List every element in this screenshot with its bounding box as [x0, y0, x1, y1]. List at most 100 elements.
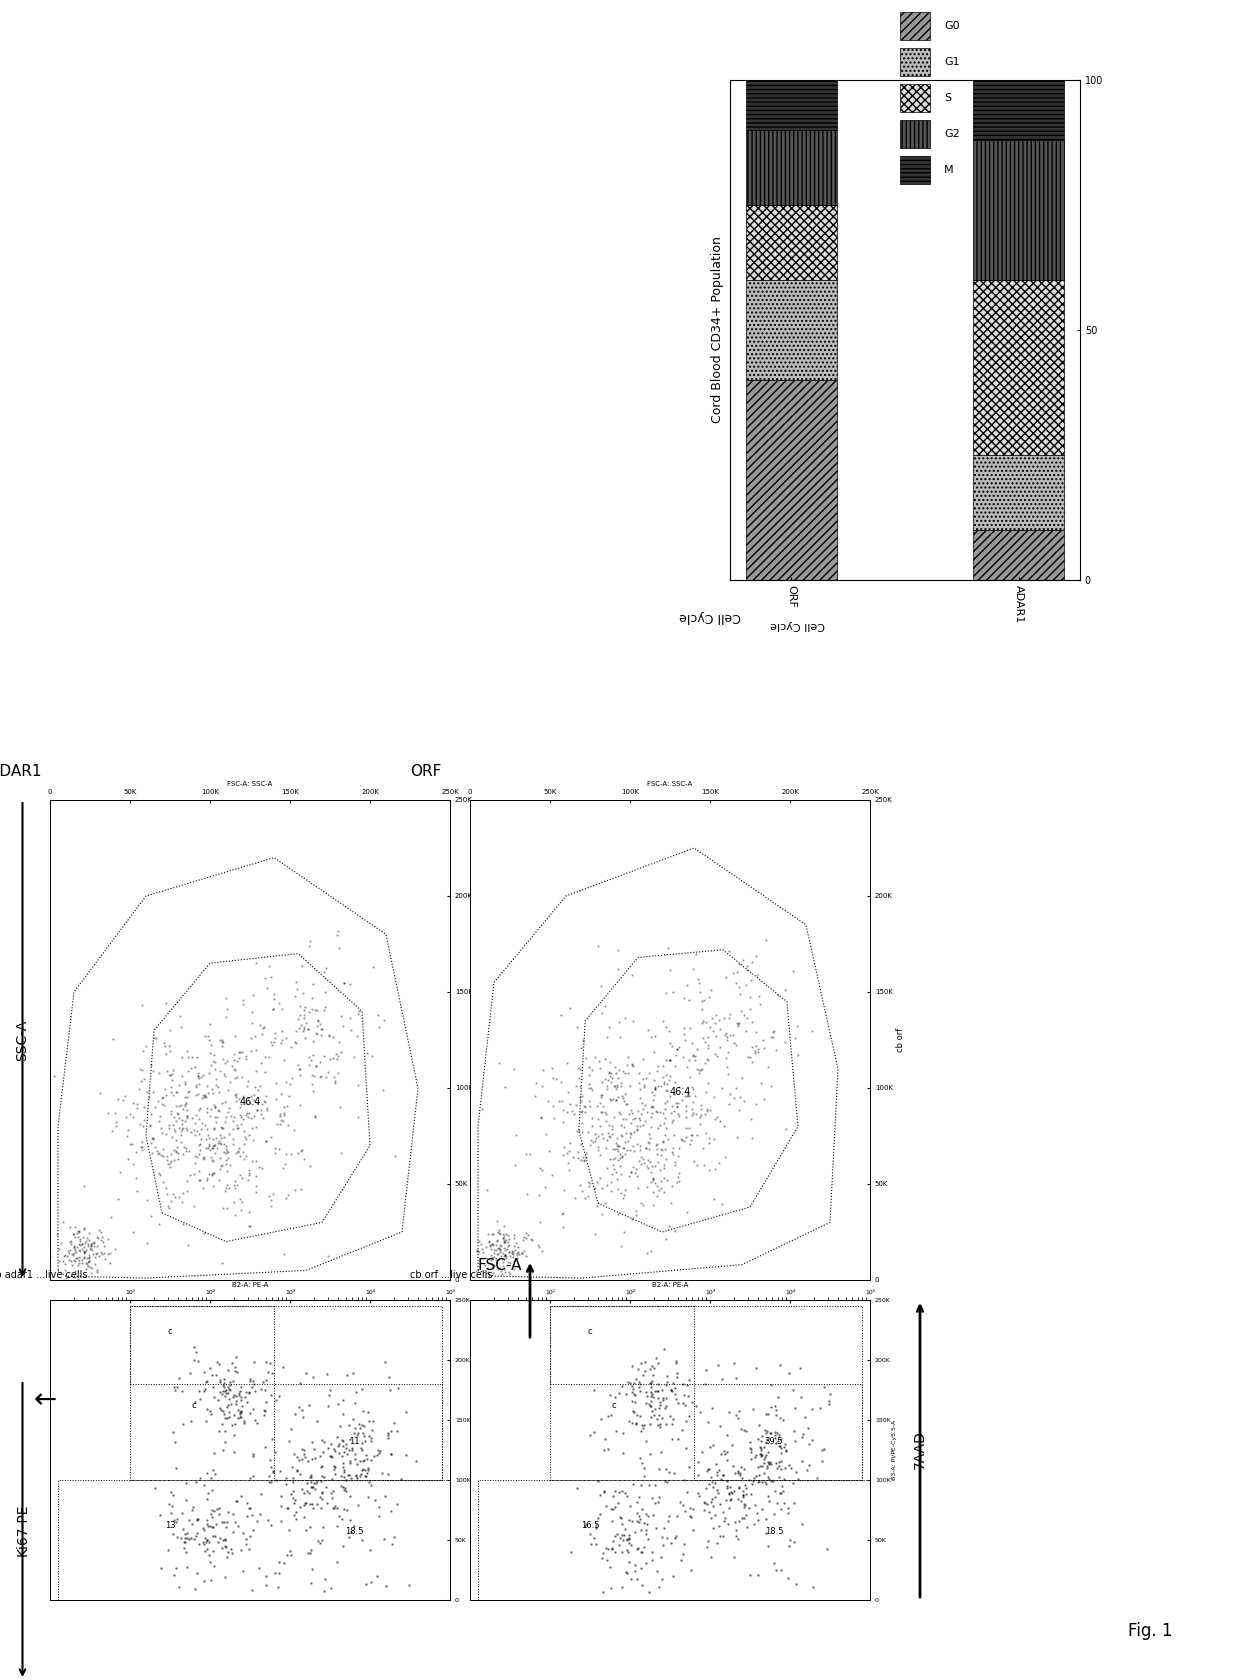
Point — [187, 1117, 207, 1144]
Point — [665, 1152, 684, 1179]
Point — [745, 1492, 765, 1519]
Point — [656, 1455, 676, 1482]
Point — [69, 1218, 89, 1245]
Point — [211, 1124, 231, 1151]
Point — [378, 1425, 398, 1452]
Point — [668, 1033, 688, 1060]
Point — [190, 1168, 210, 1194]
Point — [639, 1525, 658, 1552]
Point — [596, 1536, 616, 1562]
Point — [222, 1539, 242, 1566]
Point — [792, 1448, 812, 1475]
Point — [149, 1107, 169, 1134]
Point — [76, 1238, 95, 1265]
Point — [619, 1100, 639, 1127]
Point — [288, 1052, 308, 1079]
Point — [301, 1047, 321, 1074]
Point — [718, 1473, 738, 1500]
Point — [701, 976, 720, 1003]
Point — [665, 1068, 684, 1095]
Point — [339, 1411, 358, 1438]
Point — [327, 1494, 347, 1520]
Point — [635, 1349, 655, 1376]
Point — [644, 1164, 663, 1191]
Point — [563, 1144, 583, 1171]
Point — [343, 1359, 363, 1386]
Point — [662, 978, 682, 1005]
Bar — [746, 281, 837, 380]
Point — [160, 1037, 180, 1063]
Text: FSC-A: FSC-A — [477, 1258, 522, 1272]
Point — [150, 1502, 170, 1529]
Point — [233, 986, 253, 1013]
Point — [603, 1112, 622, 1139]
Point — [217, 1137, 237, 1164]
Point — [758, 1483, 777, 1510]
Point — [295, 1488, 315, 1515]
Point — [198, 1023, 218, 1050]
Point — [697, 1475, 717, 1502]
Point — [481, 1242, 501, 1268]
Point — [188, 1070, 208, 1097]
Point — [334, 1401, 353, 1428]
Point — [87, 1240, 107, 1267]
Point — [193, 1472, 213, 1499]
Point — [329, 1440, 348, 1467]
Point — [606, 1124, 626, 1151]
Point — [496, 1245, 516, 1272]
Point — [330, 1430, 350, 1457]
Point — [221, 1369, 241, 1396]
Point — [124, 1218, 144, 1245]
Point — [270, 1457, 290, 1483]
Point — [489, 1242, 508, 1268]
Point — [299, 998, 319, 1025]
Point — [290, 1001, 310, 1028]
Point — [489, 1247, 508, 1273]
Point — [751, 1441, 771, 1468]
Point — [492, 1245, 512, 1272]
Point — [539, 1137, 559, 1164]
Point — [250, 1011, 270, 1038]
Point — [492, 1267, 512, 1294]
Point — [215, 1369, 234, 1396]
Point — [82, 1231, 102, 1258]
Point — [215, 1131, 234, 1158]
Point — [301, 1569, 321, 1596]
Point — [237, 1502, 257, 1529]
Point — [58, 1247, 78, 1273]
Point — [200, 1549, 219, 1576]
Point — [104, 1099, 124, 1126]
Point — [212, 1534, 232, 1561]
Point — [584, 1524, 604, 1551]
Point — [613, 1373, 632, 1399]
Point — [641, 1023, 661, 1050]
Point — [749, 983, 769, 1010]
Point — [211, 1366, 231, 1393]
Point — [665, 1122, 684, 1149]
Point — [699, 1158, 719, 1184]
Point — [593, 1124, 613, 1151]
Point — [64, 1240, 84, 1267]
Point — [334, 1453, 353, 1480]
Point — [656, 1013, 676, 1040]
Point — [657, 1468, 677, 1495]
Point — [165, 1378, 185, 1404]
Point — [749, 1411, 769, 1438]
Point — [346, 1462, 366, 1488]
Point — [632, 1450, 652, 1477]
Point — [520, 1141, 539, 1168]
Point — [64, 1215, 84, 1242]
Point — [792, 1423, 812, 1450]
Point — [327, 1433, 347, 1460]
Point — [250, 1100, 270, 1127]
Point — [115, 1082, 135, 1109]
Point — [766, 1401, 786, 1428]
Point — [494, 1240, 513, 1267]
Point — [236, 1525, 255, 1552]
Point — [81, 1233, 100, 1260]
Point — [223, 1368, 243, 1394]
Point — [616, 1090, 636, 1117]
Point — [663, 1107, 683, 1134]
Point — [768, 1490, 787, 1517]
Point — [361, 1537, 381, 1564]
